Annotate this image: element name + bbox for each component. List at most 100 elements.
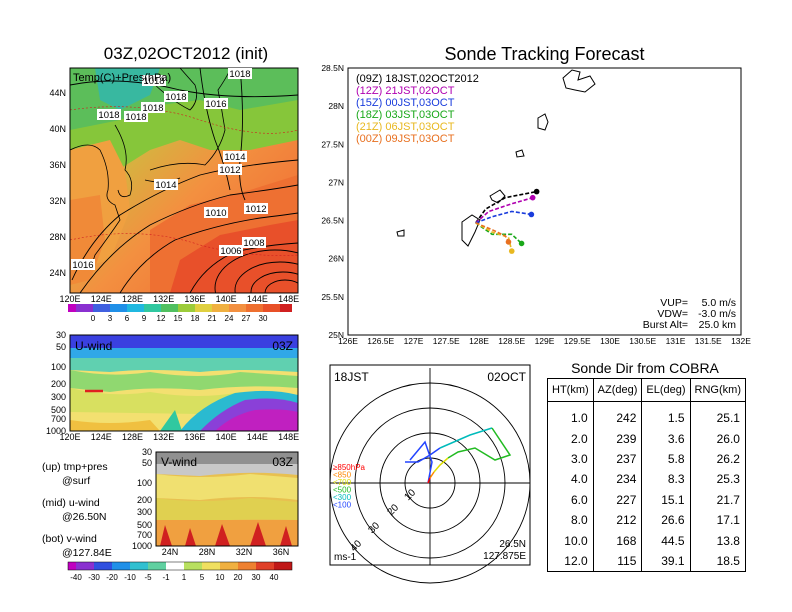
- tick-label: 128.5E: [498, 336, 525, 346]
- polar-plot: [329, 364, 531, 584]
- isobar-label-bg: [228, 68, 252, 79]
- tick-label: 128E: [122, 294, 143, 304]
- table-cell: 1.5: [641, 401, 691, 429]
- table-cell: 8.3: [641, 469, 691, 490]
- isobar-label-bg: [244, 203, 268, 214]
- header-ht: HT(km): [547, 378, 594, 402]
- legend-entry: (09Z) 18JST,02OCT2012: [356, 73, 479, 85]
- sonde-direction-table: HT(km) AZ(deg) EL(deg) RNG(km) 1.0 242 1.5…: [547, 378, 746, 573]
- tick-label: 28N: [328, 101, 344, 111]
- level-label: <100: [333, 501, 352, 510]
- wind-colorbar: [67, 561, 293, 571]
- tick-label: 132E: [153, 294, 174, 304]
- track-endpoint: [533, 188, 540, 195]
- tick-label: 124E: [91, 294, 112, 304]
- table-cell: 26.2: [689, 448, 746, 470]
- tick-label: 32N: [236, 547, 253, 557]
- polar-time-left: 18JST: [334, 370, 369, 384]
- tick-label: 130E: [600, 336, 620, 346]
- tick-label: 148E: [278, 294, 299, 304]
- isobar-label-bg: [204, 207, 228, 218]
- param-value: 5.0 m/s: [702, 297, 736, 309]
- tick-label: 27N: [328, 177, 344, 187]
- tick-label: 30: [252, 573, 261, 582]
- table-cell: 13.8: [689, 530, 746, 551]
- tick-label: 126.5E: [367, 336, 394, 346]
- table-cell: 234: [592, 469, 643, 490]
- tick-label: 128E: [469, 336, 489, 346]
- note-up-1: (up) tmp+pres: [42, 461, 108, 473]
- temp-colorbar-ticks: 0 3 6 9 12 15 18 21 24 27 30: [91, 314, 268, 323]
- tick-label: 24: [225, 314, 234, 323]
- tick-label: -1: [162, 573, 170, 582]
- table-cell: 227: [592, 489, 643, 510]
- tick-label: 200: [137, 495, 152, 505]
- tick-label: 129.5E: [564, 336, 591, 346]
- tick-label: 27: [242, 314, 251, 323]
- legend-entry: (12Z) 21JST,02OCT: [356, 85, 455, 97]
- isobar-label-bg: [218, 164, 242, 175]
- level-label: <700: [333, 478, 352, 487]
- isobar-label: 1016: [205, 99, 226, 110]
- v-wind-x-ticks: 24N 28N 32N 36N: [162, 547, 290, 557]
- header-rng: RNG(km): [689, 378, 746, 402]
- tick-label: 25.5N: [321, 292, 344, 302]
- tick-label: 40N: [49, 124, 66, 134]
- track-endpoint: [518, 240, 525, 247]
- tick-label: 28N: [199, 547, 216, 557]
- tracking-title: Sonde Tracking Forecast: [444, 44, 645, 64]
- tick-label: 32N: [49, 196, 66, 206]
- tick-label: 0: [91, 314, 96, 323]
- tick-label: 10: [216, 573, 225, 582]
- temp-colorbar: [68, 304, 292, 312]
- tick-label: 127E: [404, 336, 424, 346]
- tick-label: 500: [137, 520, 152, 530]
- tick-label: -10: [124, 573, 136, 582]
- u-wind-label: U-wind: [75, 339, 112, 353]
- tick-label: 26N: [328, 254, 344, 264]
- u-wind-time: 03Z: [272, 339, 293, 353]
- table-cell: 18.5: [689, 550, 746, 573]
- tick-label: 21: [208, 314, 217, 323]
- tick-label: 18: [191, 314, 200, 323]
- table-row: 6.0 227 15.1 21.7: [547, 489, 746, 510]
- isobar-label: 1012: [245, 204, 266, 215]
- tick-label: 140E: [216, 294, 237, 304]
- tick-label: 130.5E: [629, 336, 656, 346]
- track-line: [475, 222, 523, 245]
- polar-time-right: 02OCT: [487, 370, 526, 384]
- table-cell: 25.1: [689, 401, 746, 429]
- tick-label: 136E: [184, 294, 205, 304]
- isobar-labels: 1018101810181018101810161018101410121014…: [71, 68, 268, 271]
- tick-label: 9: [142, 314, 147, 323]
- isobar-label: 1016: [72, 260, 93, 271]
- isobar-label-bg: [154, 179, 178, 190]
- isobar-label-bg: [141, 102, 165, 113]
- legend-entry: (00Z) 09JST,03OCT: [356, 133, 455, 145]
- track-lines: [475, 188, 540, 254]
- isobar-label: 1006: [220, 246, 241, 257]
- table-cell: 212: [592, 509, 643, 531]
- table-cell: 12.0: [547, 550, 594, 573]
- tracking-y-ticks: 25N 25.5N 26N 26.5N 27N 27.5N 28N 28.5N: [321, 63, 344, 340]
- table-cell: 10.0: [547, 530, 594, 551]
- header-el: EL(deg): [641, 378, 691, 402]
- table-row: 1.0 242 1.5 25.1: [547, 401, 746, 429]
- tick-label: 25N: [328, 330, 344, 340]
- table-row: 12.0 115 39.1 18.5: [547, 550, 746, 573]
- legend-entry: (21Z) 06JST,03OCT: [356, 121, 455, 133]
- u-wind-panel: [69, 334, 299, 432]
- track-endpoint: [505, 239, 512, 245]
- tick-label: 1: [182, 573, 187, 582]
- isobar-label: 1018: [143, 76, 164, 87]
- isobar-label-bg: [97, 109, 121, 120]
- tick-label: 120E: [59, 432, 80, 442]
- tracking-params: VUP= 5.0 m/s VDW= -3.0 m/s Burst Alt= 25.0 km: [643, 297, 736, 331]
- table-cell: 44.5: [641, 530, 691, 551]
- isobar-label: 1008: [243, 238, 264, 249]
- param-label: VDW=: [657, 308, 688, 320]
- legend-entry: (18Z) 03JST,03OCT: [356, 109, 455, 121]
- tick-label: 126E: [338, 336, 358, 346]
